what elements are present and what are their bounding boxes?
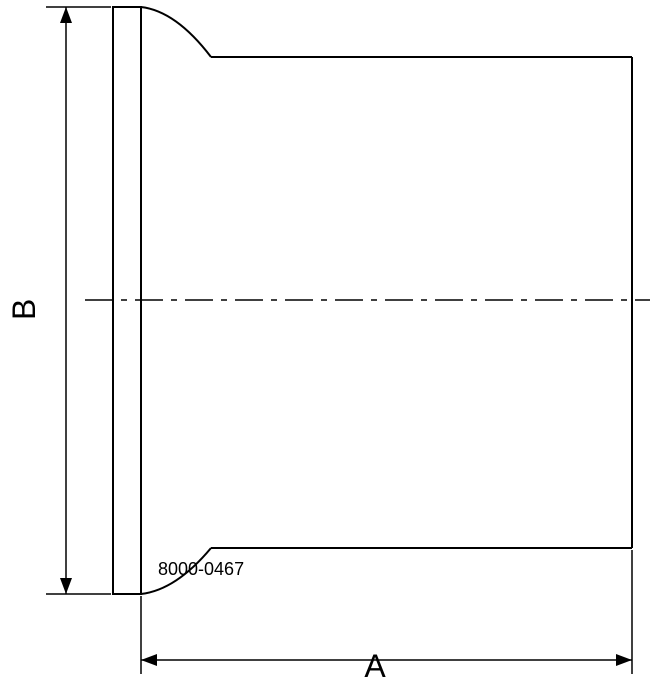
dimension-a-label: A (364, 648, 385, 685)
dimension-b-label: B (6, 299, 43, 320)
part-number: 8000-0467 (158, 559, 244, 580)
engineering-drawing (0, 0, 659, 683)
